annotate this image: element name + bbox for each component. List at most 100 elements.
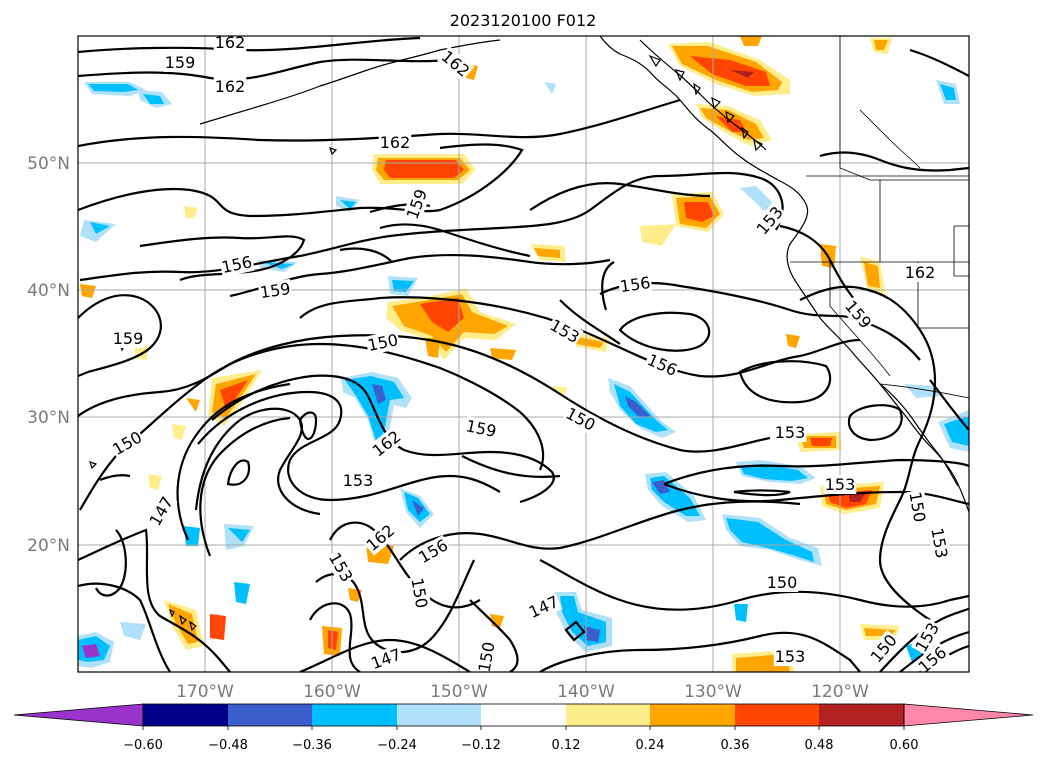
negative-patch — [740, 464, 808, 481]
colorbar-tick-label: −0.24 — [377, 738, 417, 753]
lon-label: 120°W — [811, 682, 869, 702]
contour-label-halo — [361, 520, 400, 556]
colorbar-bin — [650, 704, 735, 726]
contour-label: 156 — [619, 273, 652, 296]
positive-patch — [425, 338, 440, 358]
border-nevada-california — [829, 262, 891, 377]
contour-line — [663, 458, 969, 486]
contour-label-halo — [823, 475, 857, 494]
colorbar-tick-label: 0.24 — [636, 738, 665, 753]
contour-label-halo — [765, 573, 799, 592]
contour-line — [176, 382, 291, 541]
contour-label-halo — [773, 647, 807, 666]
contour-line — [95, 529, 127, 597]
border-us-mexico — [879, 383, 969, 399]
negative-patch — [184, 526, 200, 546]
contour-line — [211, 374, 555, 504]
contour-line — [618, 311, 711, 352]
lon-label: 130°W — [684, 682, 742, 702]
contour-line — [909, 48, 969, 77]
colorbar-bin — [397, 704, 481, 726]
border-bc — [859, 109, 921, 169]
contour-label-halo — [144, 492, 178, 531]
longitude-labels: 170°W 160°W 150°W 140°W 130°W 120°W — [176, 682, 869, 702]
lon-label: 150°W — [430, 682, 488, 702]
negative-patch — [904, 384, 940, 398]
lon-label: 160°W — [303, 682, 361, 702]
contour-label: 153 — [775, 647, 806, 666]
contour-line — [78, 58, 451, 81]
contour-line — [199, 416, 291, 557]
negative-patch — [340, 200, 356, 209]
negative-patch — [234, 582, 250, 604]
contour-label-halo — [927, 525, 952, 561]
contour-line — [229, 253, 611, 298]
contour-line — [599, 282, 921, 361]
contour-label-halo — [364, 329, 401, 356]
contour-label-halo — [840, 295, 876, 334]
border-us-states-b — [917, 262, 969, 329]
negative-patch — [143, 94, 164, 104]
political-borders — [790, 36, 969, 399]
positive-patch — [186, 398, 200, 412]
contour-label-halo — [905, 489, 930, 525]
colorbar-ticks — [142, 726, 905, 730]
contour-label: 153 — [825, 475, 856, 494]
figure-title: 2023120100 F012 — [450, 11, 597, 30]
contour-line — [379, 223, 531, 258]
positive-patch — [690, 56, 770, 86]
contour-label-halo — [463, 415, 500, 442]
negative-patch — [262, 262, 294, 269]
contour-line — [539, 631, 861, 672]
island-chain — [648, 54, 764, 152]
contour-label-halo — [407, 575, 432, 611]
contour-line — [601, 261, 615, 311]
contour-line — [299, 638, 471, 672]
positive-patch — [220, 380, 248, 410]
positive-patch — [572, 336, 604, 348]
positive-patch — [420, 298, 464, 332]
contour-label-halo — [324, 548, 358, 587]
contour-line — [529, 182, 711, 211]
contour-label-halo — [414, 534, 453, 568]
colorbar-tick-label: −0.36 — [292, 738, 332, 753]
positive-patch — [328, 630, 338, 650]
contour-label: 162 — [905, 263, 936, 282]
contour-line — [78, 98, 681, 148]
negative-patch — [625, 396, 650, 418]
contour-label: 162 — [215, 33, 246, 52]
contour-label-halo — [561, 403, 600, 436]
contour-label-halo — [257, 278, 293, 303]
contour-line — [929, 379, 969, 431]
colorbar-bin — [735, 704, 819, 726]
contour-line — [298, 411, 318, 441]
contour-line — [799, 285, 936, 621]
contour-label-halo — [752, 201, 788, 240]
contour-label-halo — [108, 426, 147, 460]
colorbar-bin — [819, 704, 904, 726]
map-frame — [77, 35, 970, 673]
contour-line — [461, 455, 561, 478]
negative-patch — [584, 626, 600, 642]
positive-patch — [730, 70, 754, 78]
negative-patch — [412, 500, 424, 516]
contour-line — [847, 404, 903, 442]
positive-patch — [552, 386, 568, 398]
contour-line — [78, 143, 524, 218]
colorbar-bin — [228, 704, 312, 726]
negative-patch — [228, 528, 250, 542]
contour-label-halo — [111, 329, 145, 348]
contour-label-halo — [213, 77, 247, 96]
contour-label: 162 — [215, 77, 246, 96]
map-background — [78, 36, 969, 672]
contour-line — [194, 407, 321, 516]
border-alaska-canada — [839, 36, 969, 181]
negative-anomaly-patches — [78, 80, 969, 668]
contour-line — [733, 489, 791, 497]
contour-line — [78, 528, 231, 672]
positive-patch — [490, 614, 504, 628]
positive-patch — [184, 206, 198, 218]
contour-line — [559, 299, 621, 345]
positive-patch — [810, 438, 832, 446]
